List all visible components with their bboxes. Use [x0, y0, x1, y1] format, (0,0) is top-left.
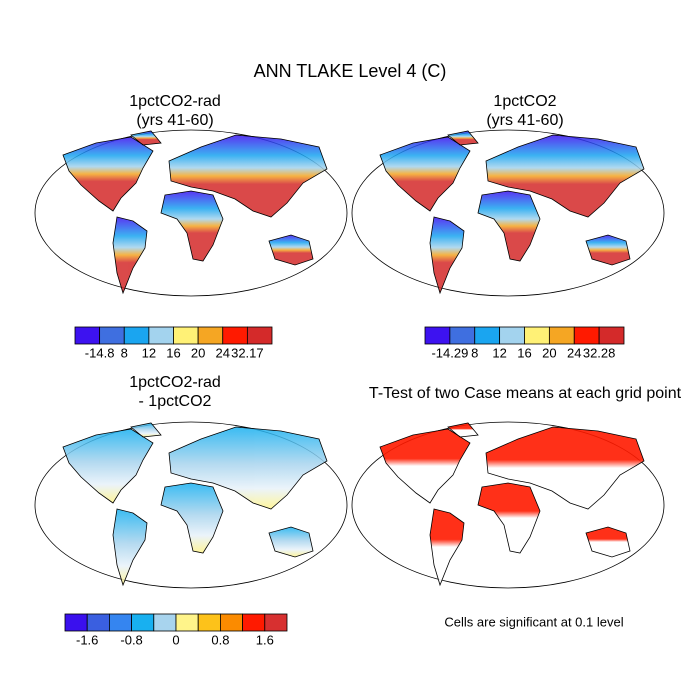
colorbar-label: 16 [166, 345, 180, 360]
colorbar-box [86, 613, 110, 632]
colorbar-box [123, 326, 150, 345]
colorbar-label: 24 [216, 345, 230, 360]
panel-title: 1pctCO2-rad [129, 374, 221, 391]
colorbar-box [74, 326, 101, 345]
colorbar-label: 12 [142, 345, 156, 360]
colorbar-box [598, 326, 625, 345]
colorbar-box [148, 326, 174, 345]
colorbar-label: 16 [517, 345, 531, 360]
colorbar-box [131, 613, 155, 632]
colorbar-label: 20 [191, 345, 205, 360]
colorbar-label: -14.29 [431, 345, 468, 360]
panel-title: - 1pctCO2 [139, 393, 212, 410]
colorbar-box [197, 613, 221, 632]
colorbar-box [242, 613, 266, 632]
map [351, 421, 665, 589]
colorbar-box [548, 326, 575, 345]
colorbar-box [197, 326, 224, 345]
colorbar-box [524, 326, 550, 345]
colorbar-label: 8 [121, 345, 128, 360]
colorbar-label: 8 [471, 345, 478, 360]
colorbar-label: 1.6 [256, 632, 274, 647]
map [351, 129, 665, 297]
figure-title: ANN TLAKE Level 4 (C) [254, 61, 447, 81]
panel-title: 1pctCO2-rad [129, 93, 221, 110]
note: Cells are significant at 0.1 level [444, 614, 623, 629]
colorbar-box [246, 326, 273, 345]
colorbar-label: 20 [542, 345, 556, 360]
panel-title: T-Test of two Case means at each grid po… [369, 385, 682, 402]
colorbar-box [449, 326, 476, 345]
colorbar-box [153, 613, 177, 632]
colorbar-box [264, 613, 288, 632]
colorbar-label: -14.8 [85, 345, 115, 360]
colorbar-label: 32.28 [583, 345, 616, 360]
map [34, 129, 348, 297]
colorbar-box [424, 326, 451, 345]
colorbar-box [109, 613, 133, 632]
map [34, 421, 348, 589]
colorbar-label: 32.17 [231, 345, 264, 360]
colorbar-box [499, 326, 525, 345]
colorbar-label: -1.6 [76, 632, 98, 647]
colorbar-box [573, 326, 600, 345]
panel-title: 1pctCO2 [493, 93, 556, 110]
panel-title: (yrs 41-60) [136, 112, 213, 129]
colorbar-box [173, 326, 199, 345]
colorbar-label: 12 [492, 345, 506, 360]
colorbar-label: 0 [172, 632, 179, 647]
colorbar-label: 24 [567, 345, 581, 360]
colorbar-label: -0.8 [120, 632, 142, 647]
colorbar-box [64, 613, 88, 632]
colorbar-box [219, 613, 243, 632]
colorbar-box [474, 326, 501, 345]
colorbar-box [222, 326, 248, 345]
colorbar-label: 0.8 [211, 632, 229, 647]
colorbar-box [175, 613, 199, 632]
colorbar-box [99, 326, 125, 345]
panel-title: (yrs 41-60) [486, 112, 563, 129]
